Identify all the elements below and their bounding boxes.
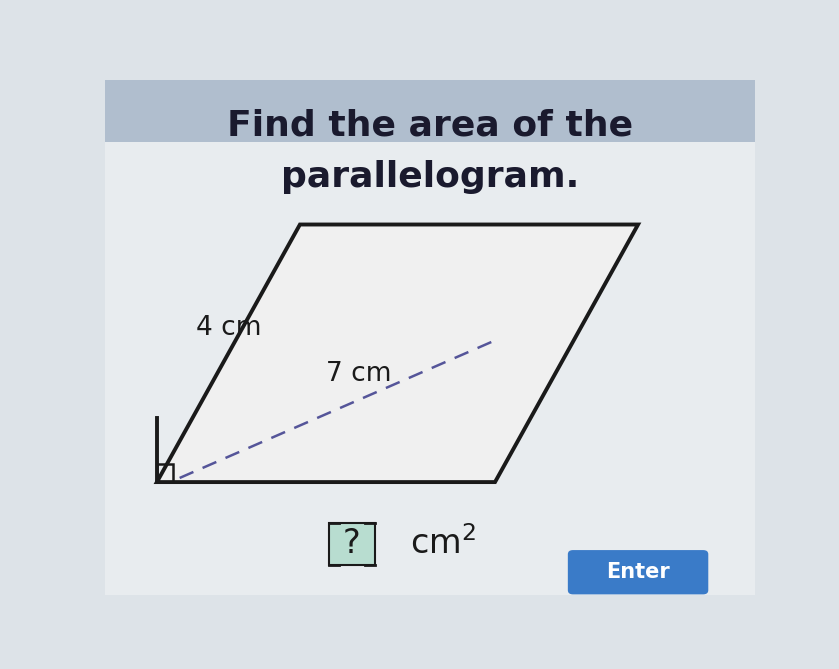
- FancyBboxPatch shape: [105, 80, 755, 595]
- Text: 4 cm: 4 cm: [195, 314, 262, 341]
- Text: parallelogram.: parallelogram.: [281, 160, 579, 193]
- Text: ?: ?: [343, 527, 361, 561]
- Bar: [157, 464, 173, 482]
- Polygon shape: [157, 225, 638, 482]
- Bar: [329, 523, 375, 565]
- Text: 7 cm: 7 cm: [326, 361, 392, 387]
- FancyBboxPatch shape: [105, 80, 755, 142]
- FancyBboxPatch shape: [568, 550, 708, 594]
- Text: Find the area of the: Find the area of the: [227, 108, 633, 142]
- Text: Enter: Enter: [607, 562, 670, 582]
- Text: cm$^2$: cm$^2$: [410, 527, 477, 561]
